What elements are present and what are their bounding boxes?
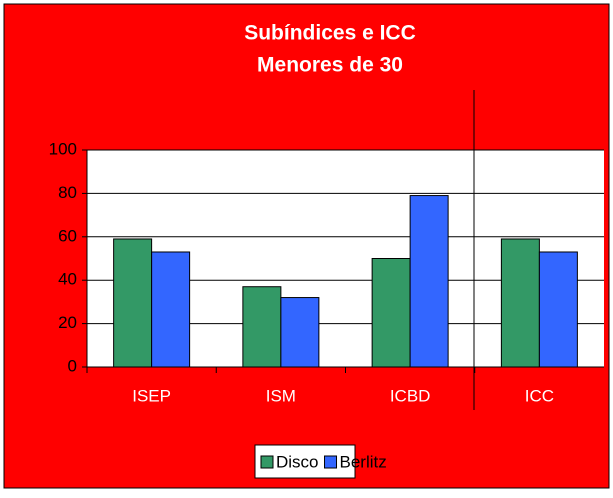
chart-subtitle: Menores de 30: [257, 54, 403, 77]
x-tick-label: ISM: [266, 386, 296, 405]
legend-swatch: [324, 455, 338, 469]
x-tick-label: ICBD: [390, 386, 431, 405]
chart-title: Subíndices e ICC: [244, 22, 416, 45]
bar: [242, 286, 282, 368]
y-tick-label: 60: [58, 226, 77, 245]
y-tick-label: 100: [49, 139, 77, 158]
y-tick-label: 0: [68, 356, 77, 375]
bar: [113, 238, 153, 368]
y-tick-label: 40: [58, 270, 77, 289]
bar: [409, 195, 449, 368]
bar: [371, 258, 411, 368]
bar: [538, 251, 578, 368]
legend-label: Disco: [276, 452, 319, 471]
x-tick-label: ICC: [525, 386, 554, 405]
legend-label: Berlitz: [340, 452, 387, 471]
bar: [500, 238, 540, 368]
legend-swatch: [260, 455, 274, 469]
y-tick-label: 20: [58, 313, 77, 332]
x-tick-label: ISEP: [132, 386, 171, 405]
bar: [280, 297, 320, 368]
bar: [151, 251, 191, 368]
y-tick-label: 80: [58, 183, 77, 202]
